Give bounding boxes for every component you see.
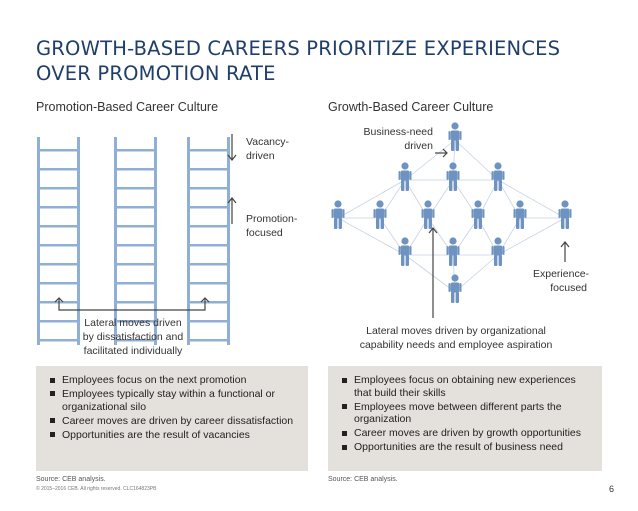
person-icon [331,200,345,229]
left-lateral-label: Lateral moves driven by dissatisfaction … [82,317,184,357]
bullet-item: Opportunities are the result of vacancie… [50,429,300,442]
ladder-rail [114,137,117,345]
ladder-rung [190,244,227,247]
people [331,122,572,303]
ladder-rung [190,149,227,152]
copyright: © 2015–2016 CEB. All rights reserved. CL… [36,486,157,492]
bullet-item: Career moves are driven by career dissat… [50,415,300,428]
vacancy-arrow [227,134,237,161]
ladder-rung [117,168,154,171]
ladder-rung [40,282,77,285]
ladder-rung [190,225,227,228]
ladder-rung [190,320,227,323]
ladder-rung [40,339,77,342]
ladders [37,137,230,345]
ladder-rung [40,320,77,323]
ladder-rail [37,137,40,345]
person-icon [448,122,462,151]
right-bullet-box: Employees focus on obtaining new experie… [328,366,602,471]
experience-label: Experience- focused [533,268,590,294]
person-icon [491,237,505,266]
left-heading: Promotion-Based Career Culture [36,100,219,114]
title-line-1: GROWTH-BASED CAREERS PRIORITIZE EXPERIEN… [36,37,561,60]
ladder-rung [40,149,77,152]
promotion-arrow [227,197,237,224]
person-icon [558,200,572,229]
right-heading: Growth-Based Career Culture [328,100,494,114]
lateral-bracket [54,297,210,311]
experience-arrow [560,241,570,262]
person-icon [471,200,485,229]
ladder-rung [40,187,77,190]
person-icon [446,162,460,191]
ladder-rail [154,137,157,345]
ladder-rail [187,137,190,345]
business-arrow [435,148,448,158]
person-icon [421,200,435,229]
ladder-rung [117,320,154,323]
person-icon [398,237,412,266]
bullet-item: Career moves are driven by growth opport… [342,427,594,440]
person-icon [373,200,387,229]
ladder-rung [117,206,154,209]
page-title: GROWTH-BASED CAREERS PRIORITIZE EXPERIEN… [36,36,616,86]
bullet-item: Employees focus on the next promotion [50,374,300,387]
person-icon [446,237,460,266]
bullet-item: Opportunities are the result of business… [342,441,594,454]
ladder-rung [40,168,77,171]
title-line-2: OVER PROMOTION RATE [36,62,276,85]
ladder-rung [190,282,227,285]
bullet-item: Employees move between different parts t… [342,401,594,426]
ladder-rung [40,206,77,209]
ladder-rung [117,149,154,152]
page-number: 6 [608,484,614,494]
ladder-rung [190,187,227,190]
ladder-rung [190,263,227,266]
ladder-rung [117,282,154,285]
ladder-rung [40,225,77,228]
ladder-rung [117,301,154,304]
person-icon [491,162,505,191]
ladder-rung [190,206,227,209]
ladder-rung [190,339,227,342]
person-icon [398,162,412,191]
left-source: Source: CEB analysis. [36,476,106,483]
left-bullet-box: Employees focus on the next promotion Em… [36,366,308,471]
promotion-label: Promotion- focused [246,213,298,239]
business-need-label: Business-need driven [363,126,433,152]
vacancy-label: Vacancy- driven [246,136,289,162]
ladder-rung [117,187,154,190]
ladder-rail [227,137,230,345]
person-icon [448,274,462,303]
bullet-item: Employees typically stay within a functi… [50,388,300,413]
ladder-rung [117,263,154,266]
ladder-rung [40,263,77,266]
bullet-item: Employees focus on obtaining new experie… [342,374,594,399]
ladder-rung [40,244,77,247]
ladder-rung [117,339,154,342]
person-icon [513,200,527,229]
right-source: Source: CEB analysis. [328,476,398,483]
lateral-arrow [428,227,438,318]
ladder-rung [117,225,154,228]
ladder-rung [117,244,154,247]
right-lateral-label: Lateral moves driven by organizational c… [359,325,553,351]
ladder-rung [190,168,227,171]
ladder-rail [77,137,80,345]
